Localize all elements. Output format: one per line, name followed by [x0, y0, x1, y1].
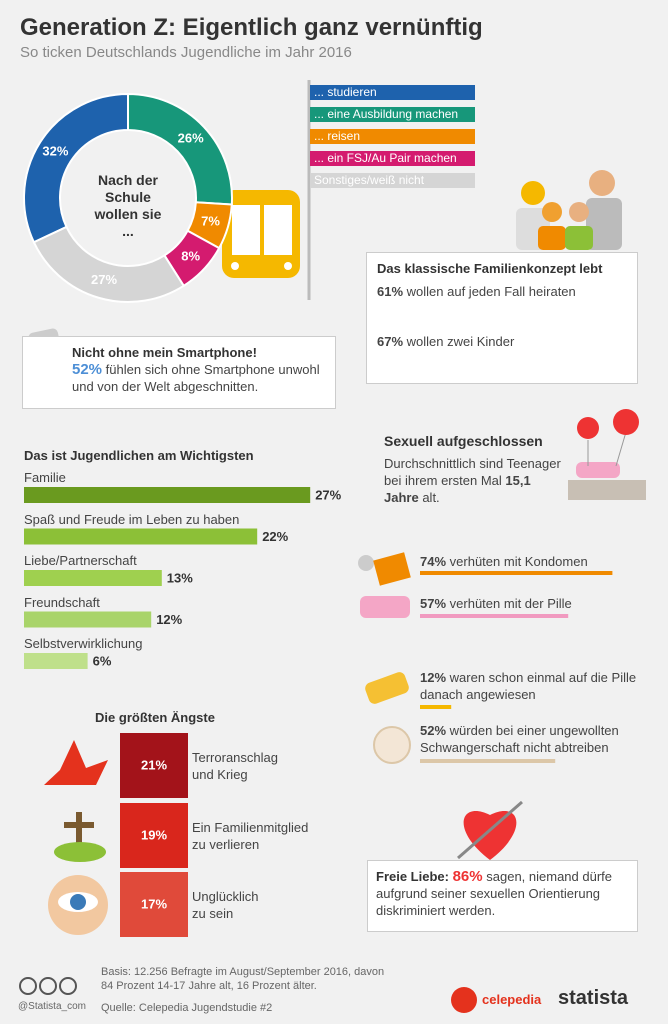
value-label: 6%: [93, 653, 112, 668]
smartphone-desc: fühlen sich ohne Smartphone unwohl und v…: [72, 362, 320, 394]
fears-title: Die größten Ängste: [95, 710, 215, 725]
donut-slice: [32, 225, 186, 303]
logo-statista: statista: [558, 987, 629, 1009]
value-label: 57%: [420, 596, 447, 611]
category: wollen zwei Kinder: [406, 334, 515, 349]
smartphone-text: Nicht ohne mein Smartphone! 52% fühlen si…: [72, 344, 332, 395]
smartphone-title: Nicht ohne mein Smartphone!: [72, 345, 257, 360]
category: Freundschaft: [24, 594, 100, 610]
sexuell-age: 15,1 Jahre: [384, 473, 531, 505]
bar: [24, 570, 162, 586]
family-item: 67% wollen zwei Kinder: [377, 333, 632, 350]
sexuell-title: Sexuell aufgeschlossen: [384, 433, 543, 449]
square: [120, 803, 188, 868]
slice-label: 26%: [178, 131, 204, 146]
donut-center: Nach der Schule wollen sie ...: [94, 172, 162, 239]
item: 74% verhüten mit Kondomen: [420, 553, 652, 570]
title: Generation Z: Eigentlich ganz vernünftig: [20, 14, 483, 41]
legend-entry: ... eine Ausbildung machen: [310, 107, 475, 122]
value-label: 22%: [262, 529, 288, 544]
slice-label: 7%: [201, 213, 220, 228]
love-box: [367, 860, 638, 932]
value-label: 17%: [141, 896, 167, 911]
family-title: Das klassische Familienkonzept lebt: [377, 261, 603, 276]
handle: @Statista_com: [18, 1001, 86, 1012]
line-bar: [420, 705, 452, 709]
slice-label: 27%: [91, 272, 117, 287]
category: Spaß und Freude im Leben zu haben: [24, 511, 240, 527]
family-item: 61% wollen auf jeden Fall heiraten: [377, 283, 632, 300]
item: 12% waren schon einmal auf die Pille dan…: [420, 669, 652, 703]
bar: [24, 487, 311, 503]
category: Familie: [24, 470, 66, 485]
category: Ein Familienmitglied zu verlieren: [192, 820, 309, 852]
line-bar: [420, 571, 613, 575]
value-label: 74%: [420, 554, 447, 569]
sexuell-before: Durchschnittlich sind Teenager bei ihrem…: [384, 456, 561, 488]
value-label: 13%: [167, 570, 193, 585]
category: würden bei einer ungewollten Schwangersc…: [420, 723, 619, 755]
category: waren schon einmal auf die Pille danach …: [420, 670, 637, 702]
slice-label: 8%: [181, 248, 200, 263]
source: Quelle: Celepedia Jugendstudie #2: [101, 1002, 273, 1014]
legend-entry: ... ein FSJ/Au Pair machen: [310, 151, 475, 166]
basis: Basis: 12.256 Befragte im August/Septemb…: [101, 966, 385, 992]
value-label: 12%: [420, 670, 447, 685]
value-label: 19%: [141, 827, 167, 842]
love-value: 86%: [452, 868, 483, 885]
value-label: 67%: [377, 334, 404, 349]
legend-entry: ... studieren: [310, 85, 475, 100]
love-text: Freie Liebe: 86% sagen, niemand dürfe au…: [376, 868, 631, 919]
category: verhüten mit der Pille: [449, 596, 572, 611]
square: [120, 733, 188, 798]
bar: [24, 653, 88, 669]
value-label: 61%: [377, 284, 404, 299]
line-bar: [420, 614, 569, 618]
family-box: [366, 252, 638, 384]
bar: [24, 611, 152, 628]
smartphone-box: [22, 336, 336, 409]
love-label: Freie Liebe:: [376, 869, 449, 884]
item: 57% verhüten mit der Pille: [420, 595, 652, 612]
slice-label: 32%: [42, 143, 68, 158]
category: verhüten mit Kondomen: [449, 554, 588, 569]
donut-slice: [23, 92, 129, 244]
value-label: 52%: [420, 723, 447, 738]
category: Liebe/Partnerschaft: [24, 553, 137, 568]
value-label: 21%: [141, 757, 167, 772]
logo-celepedia: celepedia: [482, 992, 542, 1007]
value-label: 27%: [315, 487, 341, 502]
subtitle: So ticken Deutschlands Jugendliche im Ja…: [20, 44, 352, 61]
legend-entry: Sonstiges/weiß nicht: [310, 173, 475, 188]
love-desc: sagen, niemand dürfe aufgrund seiner sex…: [376, 869, 613, 918]
legend-entry: ... reisen: [310, 129, 475, 144]
smartphone-value: 52%: [72, 361, 103, 378]
sexuell-after: alt.: [422, 490, 440, 505]
square: [120, 872, 188, 937]
category: wollen auf jeden Fall heiraten: [406, 284, 576, 299]
line-bar: [420, 759, 556, 763]
value-label: 12%: [156, 612, 182, 627]
sexuell-text: Durchschnittlich sind Teenager bei ihrem…: [384, 455, 564, 506]
category: Selbstverwirklichung: [24, 636, 143, 651]
importance-title: Das ist Jugendlichen am Wichtigsten: [24, 448, 254, 463]
bar: [24, 528, 258, 545]
category: Terroranschlag und Krieg: [192, 750, 278, 782]
category: Unglücklich zu sein: [192, 889, 259, 921]
item: 52% würden bei einer ungewollten Schwang…: [420, 722, 652, 756]
